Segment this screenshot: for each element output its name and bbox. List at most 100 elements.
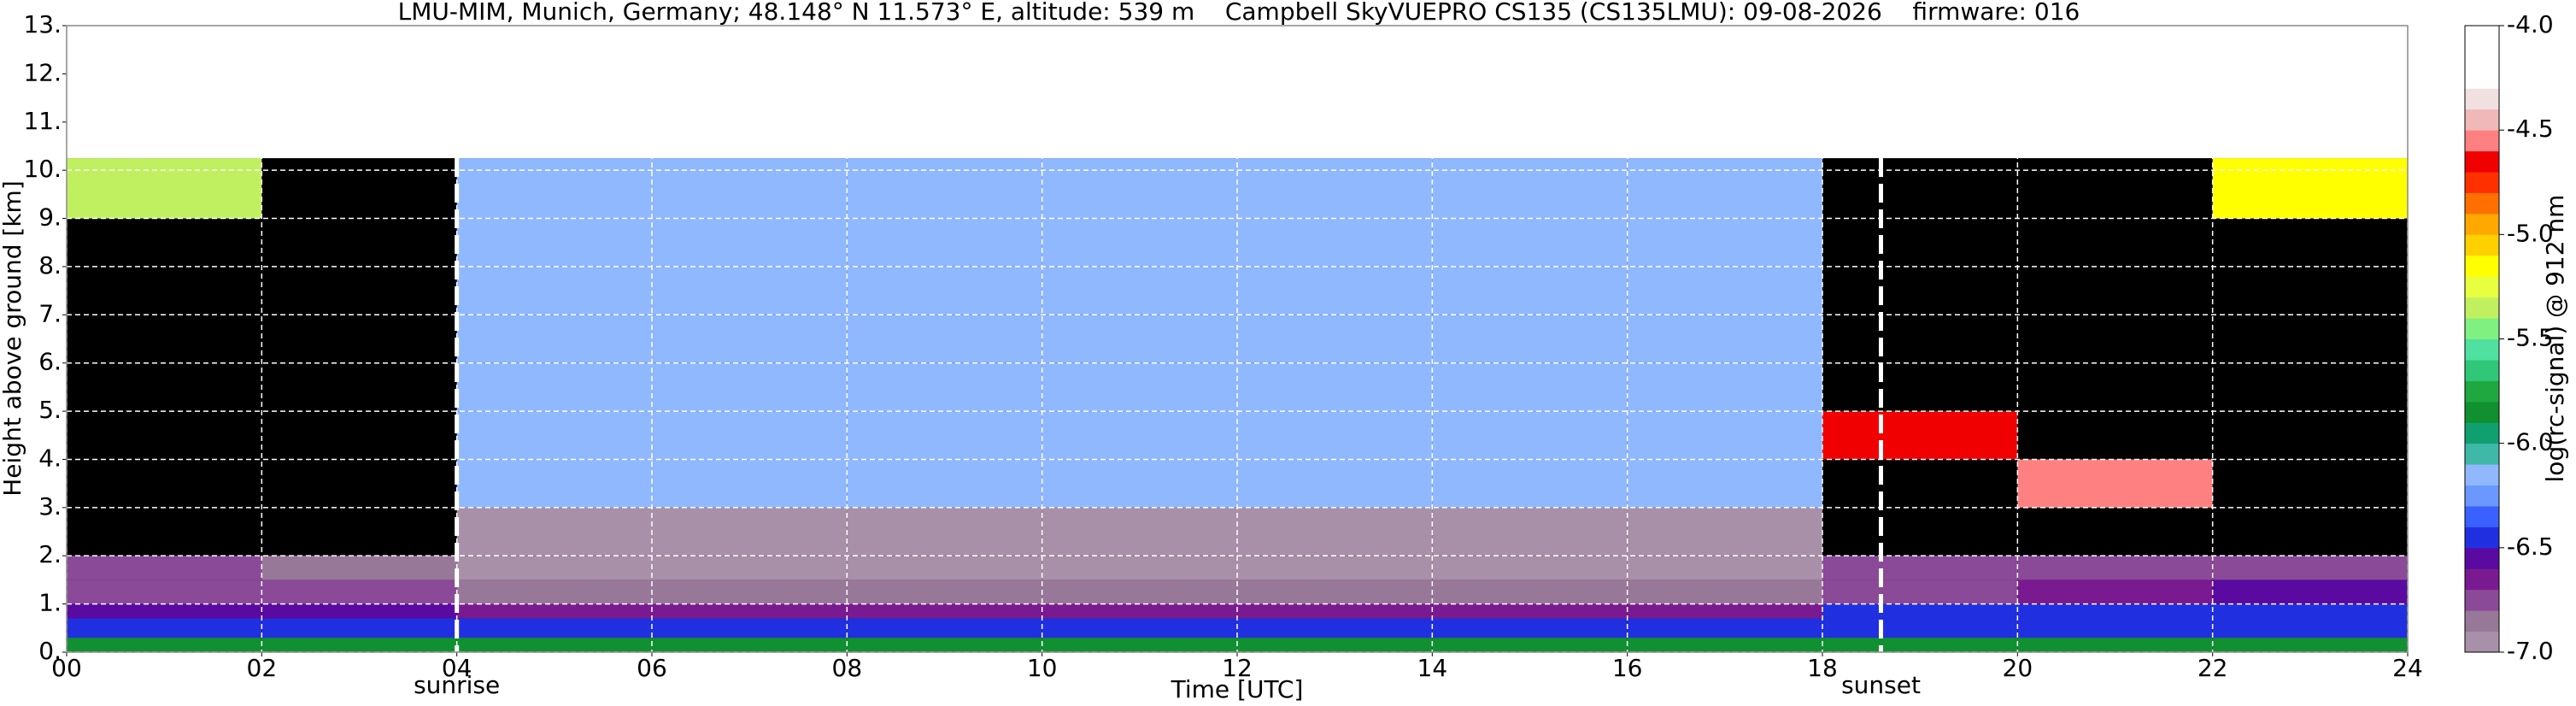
heatmap-cell (1627, 459, 1822, 508)
colorbar-swatch (2465, 150, 2499, 173)
heatmap-cell (456, 638, 652, 652)
colorbar-tick-label: -4.5 (2507, 115, 2554, 143)
x-tick-label: 02 (247, 654, 278, 682)
plot-frame (66, 25, 2409, 653)
heatmap-cell (652, 266, 848, 315)
heatmap-cell (1042, 459, 1237, 508)
heatmap-cell (261, 603, 457, 619)
heatmap-cell (67, 580, 262, 604)
heatmap-cell (456, 158, 652, 219)
heatmap-cell (1042, 603, 1237, 619)
x-tick-label: 10 (1027, 654, 1058, 682)
heatmap-cell (261, 556, 457, 580)
heatmap-cell (261, 638, 457, 652)
heatmap-cell (1627, 362, 1822, 412)
y-tick-label: 13. (23, 10, 62, 38)
heatmap-cell (456, 507, 652, 556)
heatmap-cell (1432, 158, 1628, 219)
x-tick-label: 22 (2198, 654, 2228, 682)
chart-title: LMU-MIM, Munich, Germany; 48.148° N 11.5… (398, 0, 2080, 26)
heatmap-cell (652, 315, 848, 363)
y-tick-label: 9. (38, 203, 62, 232)
heatmap-cell (261, 580, 457, 604)
heatmap-cell (1042, 362, 1237, 412)
heatmap-cell (847, 618, 1042, 638)
x-tick-label: 04 (442, 654, 472, 682)
colorbar-swatch (2465, 297, 2499, 319)
annotation-label: sunset (1841, 671, 1921, 699)
heatmap-cell (1042, 266, 1237, 315)
x-tick-label: 24 (2392, 654, 2423, 682)
heatmap-cell (1237, 618, 1433, 638)
colorbar-swatch (2465, 443, 2499, 465)
heatmap-cell (847, 459, 1042, 508)
colorbar-swatch (2465, 464, 2499, 486)
heatmap-cell (1432, 618, 1628, 638)
colorbar-swatch (2465, 631, 2499, 653)
heatmap-cell (2017, 603, 2213, 619)
heatmap-cell (847, 218, 1042, 267)
heatmap-cell (652, 580, 848, 604)
colorbar-tick-label: -5.0 (2507, 219, 2554, 247)
colorbar-swatch (2465, 67, 2499, 89)
heatmap-cell (1042, 411, 1237, 460)
heatmap-cell (1042, 315, 1237, 363)
colorbar-swatch (2465, 172, 2499, 193)
heatmap-cell (1627, 580, 1822, 604)
heatmap-cell (847, 507, 1042, 556)
heatmap-cell (1627, 218, 1822, 267)
colorbar-tick-label: -5.5 (2507, 324, 2554, 352)
colorbar-swatch (2465, 401, 2499, 423)
colorbar-swatch (2465, 255, 2499, 277)
heatmap-cell (67, 158, 262, 219)
heatmap-cell (1237, 266, 1433, 315)
heatmap-cell (1237, 556, 1433, 580)
heatmap-cell (1432, 603, 1628, 619)
heatmap-cell (2212, 618, 2408, 638)
colorbar-swatch (2465, 338, 2499, 361)
colorbar-swatch (2465, 130, 2499, 152)
y-tick-label: 11. (23, 107, 62, 135)
heatmap-cell (456, 459, 652, 508)
heatmap-cell (456, 411, 652, 460)
y-tick-label: 1. (38, 589, 62, 617)
colorbar-swatch (2465, 505, 2499, 527)
heatmap-cell (456, 556, 652, 580)
colorbar-tick-label: -7.0 (2507, 637, 2554, 665)
y-tick-label: 7. (38, 299, 62, 327)
colorbar-swatch (2465, 318, 2499, 339)
colorbar-swatch (2465, 547, 2499, 569)
heatmap-cell (1042, 158, 1237, 219)
heatmap-cell (2212, 580, 2408, 604)
heatmap-cell (1822, 618, 2018, 638)
y-tick-label: 2. (38, 540, 62, 568)
heatmap-cell (652, 603, 848, 619)
heatmap-cell (1042, 556, 1237, 580)
colorbar-swatch (2465, 359, 2499, 381)
heatmap-cell (2017, 580, 2213, 604)
x-axis-label: Time [UTC] (1171, 675, 1304, 703)
heatmap-cell (2212, 158, 2408, 219)
x-tick-label: 08 (832, 654, 863, 682)
colorbar-swatch (2465, 610, 2499, 632)
heatmap-cell (847, 315, 1042, 363)
heatmap-cell (847, 580, 1042, 604)
heatmap-cell (456, 362, 652, 412)
heatmap-cell (1042, 618, 1237, 638)
heatmap-cell (847, 158, 1042, 219)
y-axis-label: Height above ground [km] (0, 180, 26, 497)
heatmap-cell (1627, 618, 1822, 638)
heatmap-cell (1627, 158, 1822, 219)
heatmap-cell (1822, 638, 2018, 652)
y-tick-label: 10. (23, 155, 62, 183)
colorbar-tick-label: -4.0 (2507, 10, 2554, 38)
heatmap-cell (847, 603, 1042, 619)
heatmap-cell (1432, 315, 1628, 363)
heatmap-cell (1237, 638, 1433, 652)
heatmap-cell (1237, 580, 1433, 604)
colorbar-swatch (2465, 46, 2499, 68)
heatmap-cell (1627, 411, 1822, 460)
heatmap-cell (1822, 580, 2018, 604)
heatmap-cell (1627, 603, 1822, 619)
